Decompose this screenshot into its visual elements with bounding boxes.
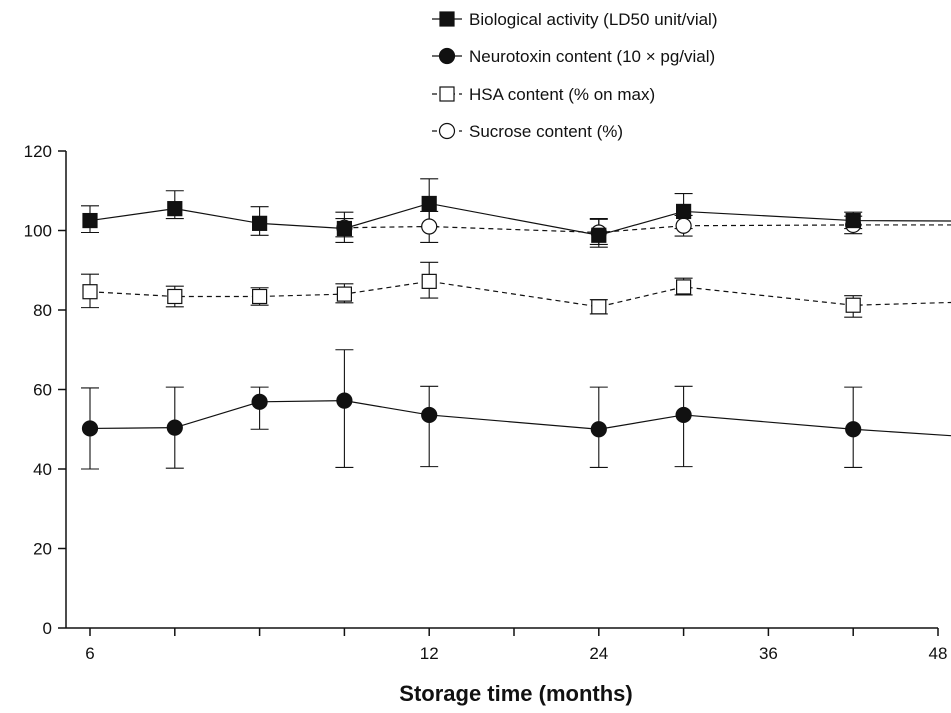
legend-label: Sucrose content (%)	[469, 122, 623, 141]
data-point	[336, 286, 352, 302]
data-point	[590, 421, 607, 438]
data-point	[81, 420, 99, 437]
data-point	[845, 212, 861, 229]
data-point	[82, 284, 98, 300]
series-line	[89, 400, 951, 437]
x-tick-label: 36	[759, 644, 778, 663]
y-tick-label: 80	[33, 301, 52, 320]
y-tick-label: 120	[24, 142, 52, 161]
series-markers	[81, 195, 862, 438]
x-tick-label: 48	[929, 644, 948, 663]
y-tick-label: 20	[33, 540, 52, 559]
data-point	[252, 215, 268, 231]
series-lines	[89, 202, 951, 437]
data-point	[421, 406, 438, 424]
data-point	[251, 393, 268, 410]
data-point	[167, 201, 183, 217]
y-tick-label: 60	[33, 381, 52, 400]
data-point	[421, 273, 437, 289]
data-point	[421, 195, 437, 212]
data-point	[421, 218, 438, 235]
error-bars	[81, 178, 863, 470]
legend-marker	[438, 47, 456, 65]
x-axis-title: Storage time (months)	[399, 681, 632, 706]
legend: Biological activity (LD50 unit/vial) Neur…	[432, 10, 718, 141]
x-tick-label: 24	[589, 644, 608, 663]
series-line	[89, 280, 951, 308]
y-tick-label: 0	[43, 619, 52, 638]
legend-marker	[439, 86, 455, 102]
data-point	[591, 299, 607, 315]
data-point	[675, 406, 692, 424]
legend-label: HSA content (% on max)	[469, 85, 655, 104]
legend-marker	[438, 122, 456, 140]
axes: 0 20 40 60 80 100 120 6 12 24 36 48	[24, 142, 948, 663]
data-point	[675, 217, 692, 234]
series-line	[344, 224, 951, 234]
y-tick-label: 40	[33, 460, 52, 479]
x-tick-label: 12	[420, 644, 439, 663]
legend-label: Neurotoxin content (10 × pg/vial)	[469, 47, 715, 66]
data-point	[252, 288, 268, 305]
y-tick-label: 100	[24, 222, 52, 241]
x-tick-label: 6	[85, 644, 94, 663]
data-point	[675, 203, 692, 220]
data-point	[591, 227, 607, 243]
data-point	[167, 288, 183, 305]
legend-label: Biological activity (LD50 unit/vial)	[469, 10, 718, 29]
legend-marker	[439, 11, 455, 27]
data-point	[166, 419, 183, 436]
data-point	[336, 392, 353, 409]
data-point	[845, 297, 861, 313]
data-point	[336, 220, 352, 237]
data-point	[845, 421, 862, 438]
series-line	[89, 202, 951, 236]
data-point	[675, 279, 692, 295]
data-point	[82, 212, 98, 229]
